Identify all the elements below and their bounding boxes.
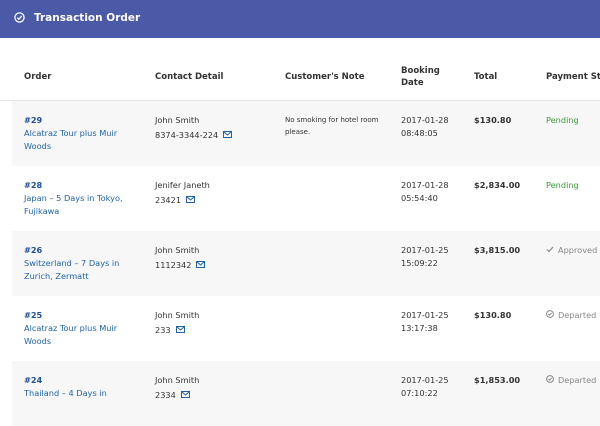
tour-link[interactable]: Thailand – 4 Days in	[24, 388, 107, 398]
column-header: Contact Detail	[155, 72, 224, 82]
phone: 23421	[155, 195, 182, 205]
column-header: Booking Date	[401, 66, 440, 88]
note: No smoking for hotel room please.	[285, 116, 379, 136]
column-header: Customer's Note	[285, 72, 365, 82]
total: $130.80	[474, 310, 512, 320]
status: Departed	[546, 374, 596, 387]
contact-name: John Smith	[155, 245, 200, 255]
title: Transaction Order	[34, 12, 141, 24]
title-bar: Transaction Order	[0, 0, 600, 38]
contact-phone: 8374-3344-224	[155, 129, 233, 142]
status-text: Departed	[558, 375, 597, 385]
status-text: Approved	[558, 245, 598, 255]
contact-name: John Smith	[155, 310, 200, 320]
column-header: Total	[474, 72, 498, 82]
time: 05:54:40	[401, 193, 438, 203]
column-header: Order	[24, 72, 52, 82]
tour-link[interactable]: Japan – 5 Days in Tokyo, Fujikawa	[24, 193, 123, 216]
phone: 233	[155, 325, 171, 335]
table-row: #25 Alcatraz Tour plus Muir Woods John Smi…	[12, 296, 600, 361]
tour-link[interactable]: Alcatraz Tour plus Muir Woods	[24, 323, 118, 346]
order-id: #28	[24, 180, 43, 190]
table-row: #26 Switzerland – 7 Days in Zurich, Zerma…	[12, 231, 600, 296]
contact-phone: 1112342	[155, 259, 206, 272]
time: 15:09:22	[401, 258, 438, 268]
phone: 8374-3344-224	[155, 130, 219, 140]
status: Approved	[546, 244, 597, 257]
time: 13:17:38	[401, 323, 438, 333]
date: 2017-01-25	[401, 245, 449, 255]
contact-phone: 233	[155, 324, 185, 337]
table-row: #24 Thailand – 4 Days in John Smith 2334 201…	[12, 361, 600, 426]
status-text: Departed	[558, 310, 597, 320]
contact-name: John Smith	[155, 115, 200, 125]
email-icon[interactable]	[186, 196, 196, 203]
status: Pending	[546, 179, 579, 192]
phone: 1112342	[155, 260, 192, 270]
total: $2,834.00	[474, 180, 521, 190]
phone: 2334	[155, 390, 176, 400]
total: $1,853.00	[474, 375, 521, 385]
page: Transaction Order Order Contact Detail Cus…	[0, 0, 600, 400]
order-id: #26	[24, 245, 43, 255]
order-id: #24	[24, 375, 43, 385]
date: 2017-01-25	[401, 310, 449, 320]
date: 2017-01-25	[401, 375, 449, 385]
title-icon	[14, 12, 25, 23]
contact-name: Jenifer Janeth	[155, 180, 210, 190]
table-header: Order Contact Detail Customer's Note Bookin…	[0, 38, 600, 101]
contact-phone: 2334	[155, 389, 190, 402]
date: 2017-01-28	[401, 180, 449, 190]
status-icon	[546, 246, 554, 253]
email-icon[interactable]	[196, 261, 206, 268]
status-text: Pending	[546, 180, 579, 190]
column-header: Payment Status	[546, 72, 600, 82]
status-icon	[546, 310, 554, 318]
status-text: Pending	[546, 115, 579, 125]
status: Departed	[546, 309, 596, 322]
order-id: #25	[24, 310, 43, 320]
status-icon	[546, 375, 554, 383]
time: 08:48:05	[401, 128, 438, 138]
table-row: #28 Japan – 5 Days in Tokyo, Fujikawa Jeni…	[12, 166, 600, 231]
total: $3,815.00	[474, 245, 521, 255]
contact-name: John Smith	[155, 375, 200, 385]
total: $130.80	[474, 115, 512, 125]
table-row: #29 Alcatraz Tour plus Muir Woods John Smi…	[12, 101, 600, 166]
tour-link[interactable]: Alcatraz Tour plus Muir Woods	[24, 128, 118, 151]
tour-link[interactable]: Switzerland – 7 Days in Zurich, Zermatt	[24, 258, 120, 281]
contact-phone: 23421	[155, 194, 196, 207]
status: Pending	[546, 114, 579, 127]
order-id: #29	[24, 115, 43, 125]
time: 07:10:22	[401, 388, 438, 398]
date: 2017-01-28	[401, 115, 449, 125]
email-icon[interactable]	[175, 326, 185, 333]
email-icon[interactable]	[223, 131, 233, 138]
email-icon[interactable]	[180, 391, 190, 398]
